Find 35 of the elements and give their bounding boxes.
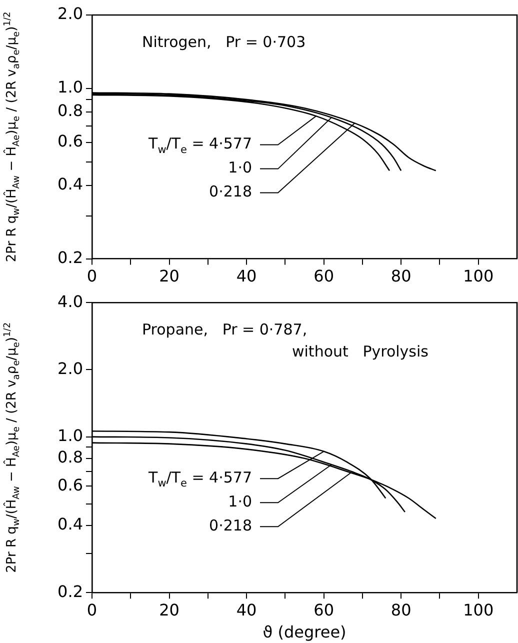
y-tick-label: 2.0 <box>58 358 83 378</box>
x-tick-label: 20 <box>159 266 180 286</box>
text: 0·218 <box>209 516 252 534</box>
text: 2Pr R qw/(ĤAw − ĤAe)μe / (2R vaρe/μe)1/2 <box>2 12 22 262</box>
annotation: without Pyrolysis <box>292 342 429 360</box>
x-tick-label: 80 <box>390 266 412 286</box>
x-tick-label: 60 <box>314 266 334 286</box>
x-tick-label: 60 <box>314 600 334 620</box>
x-axis-title: ϑ (degree) <box>262 622 346 642</box>
y-tick-label: 1.0 <box>58 78 83 97</box>
y-tick-label: 0.2 <box>58 582 83 601</box>
y-tick-label: 0.8 <box>58 101 83 120</box>
annotation: Propane, Pr = 0·787, <box>142 320 308 338</box>
y-tick-label: 0.8 <box>58 448 83 467</box>
y-tick-label: 0.4 <box>58 514 83 534</box>
text: 0·218 <box>209 182 252 201</box>
x-tick-label: 20 <box>159 600 180 620</box>
x-tick-label: 80 <box>390 600 412 620</box>
text: 2Pr R qw/(ĤAw − ĤAe)μe / (2R vaρe/μe)1/2 <box>2 322 22 573</box>
x-tick-label: 100 <box>463 266 494 286</box>
y-tick-label: 1.0 <box>58 426 83 445</box>
x-tick-label: 40 <box>236 600 257 620</box>
x-tick-label: 40 <box>236 266 257 286</box>
y-tick-label: 0.6 <box>58 132 83 151</box>
text: 1·0 <box>228 158 252 177</box>
x-tick-label: 0 <box>86 600 98 620</box>
y-tick-label: 0.2 <box>58 248 83 267</box>
x-tick-label: 100 <box>463 600 494 620</box>
annotation: Nitrogen, Pr = 0·703 <box>142 32 306 51</box>
text: 1·0 <box>228 492 252 510</box>
x-tick-label: 0 <box>86 266 98 286</box>
y-tick-label: 0.6 <box>58 475 83 494</box>
y-tick-label: 4.0 <box>58 292 83 311</box>
y-tick-label: 0.4 <box>58 174 83 194</box>
y-tick-label: 2.0 <box>58 4 83 24</box>
